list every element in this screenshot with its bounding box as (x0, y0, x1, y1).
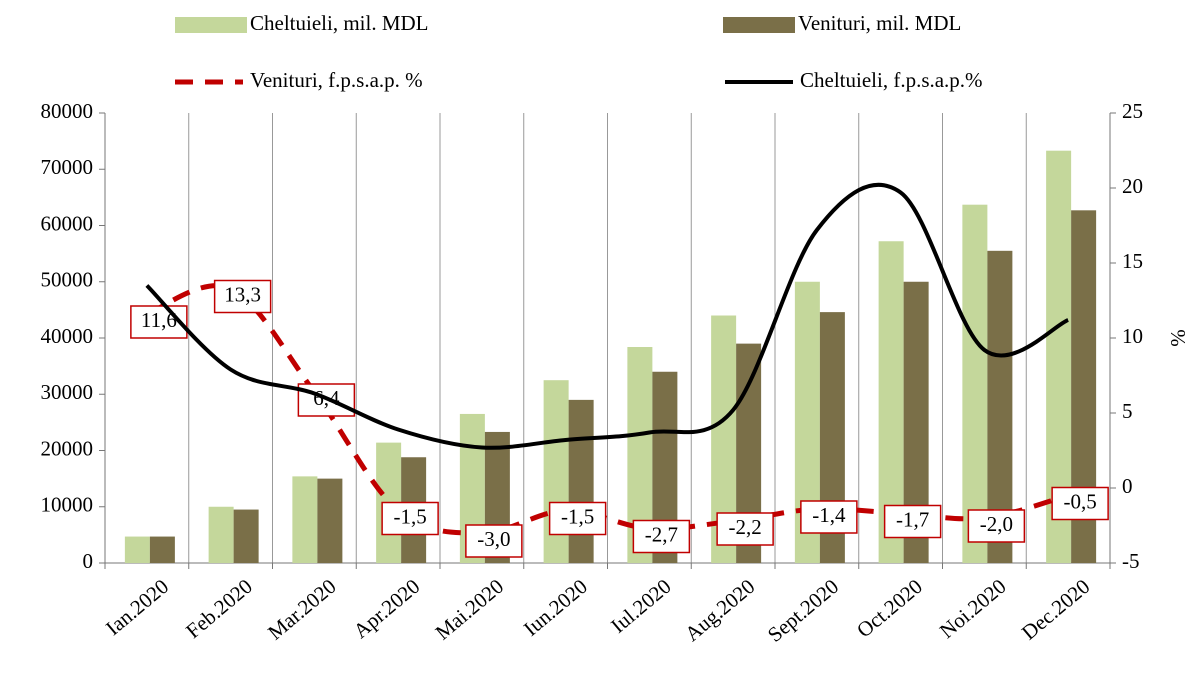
data-label: -1,5 (561, 504, 594, 528)
x-tick-label: Noi.2020 (935, 574, 1011, 643)
y2-tick-label: -5 (1122, 549, 1140, 573)
x-tick-label: Ian.2020 (101, 574, 173, 640)
data-label-box (632, 519, 691, 554)
legend-label: Venituri, mil. MDL (798, 11, 961, 35)
data-label-box (381, 501, 439, 536)
data-label: -1,5 (394, 504, 427, 528)
y-tick-label: 30000 (41, 380, 94, 404)
legend-label: Cheltuieli, f.p.s.a.p.% (800, 68, 983, 92)
data-label: -2,7 (645, 522, 678, 546)
y-tick-label: 0 (83, 549, 94, 573)
data-label: 13,3 (224, 282, 261, 306)
data-label: -3,0 (477, 527, 510, 551)
bar (208, 506, 234, 563)
legend-label: Venituri, f.p.s.a.p. % (250, 68, 423, 92)
y2-tick-label: 10 (1122, 324, 1143, 348)
y-tick-label: 40000 (41, 324, 94, 348)
y2-tick-label: 0 (1122, 474, 1133, 498)
data-label: -0,5 (1064, 489, 1097, 513)
x-tick-label: Iun.2020 (519, 574, 592, 641)
bar (568, 399, 594, 563)
data-label-box (465, 524, 523, 558)
data-label-box (716, 512, 774, 546)
data-label-box (800, 500, 858, 534)
x-tick-label: Iul.2020 (606, 574, 675, 638)
bar (292, 476, 318, 563)
y2-tick-label: 25 (1122, 99, 1143, 123)
legend-swatch (175, 17, 247, 33)
bar (317, 478, 343, 563)
y-tick-label: 10000 (41, 493, 94, 517)
x-tick-label: Mar.2020 (263, 574, 341, 645)
bar (124, 536, 150, 563)
data-label-box (1051, 486, 1109, 521)
line (145, 182, 1070, 450)
data-label-box (967, 509, 1026, 543)
x-tick-label: Dec.2020 (1017, 574, 1095, 644)
data-label-box (213, 279, 272, 314)
x-tick-label: Apr.2020 (349, 574, 425, 643)
y-tick-label: 60000 (41, 211, 94, 235)
data-label-box (297, 383, 356, 417)
x-tick-label: Aug.2020 (680, 574, 759, 646)
y-tick-label: 70000 (41, 155, 94, 179)
bar (543, 380, 569, 563)
x-tick-label: Sept.2020 (763, 574, 843, 647)
data-label-box (548, 501, 607, 536)
y2-tick-label: 5 (1122, 399, 1133, 423)
x-tick-label: Mai.2020 (431, 574, 509, 645)
data-label: -2,2 (729, 515, 762, 539)
bar (149, 536, 175, 563)
legend-label: Cheltuieli, mil. MDL (250, 11, 429, 35)
y-tick-label: 80000 (41, 99, 94, 123)
y-tick-label: 20000 (41, 436, 94, 460)
x-tick-label: Feb.2020 (181, 574, 257, 643)
legend-swatch (723, 17, 795, 33)
bar (962, 204, 988, 563)
y2-tick-label: 20 (1122, 174, 1143, 198)
data-label: -1,7 (896, 507, 929, 531)
data-label: -2,0 (980, 512, 1013, 536)
y2-tick-label: 15 (1122, 249, 1143, 273)
bar (233, 509, 259, 563)
y2-axis-label: % (1166, 329, 1190, 347)
y-tick-label: 50000 (41, 268, 94, 292)
data-label: -1,4 (812, 503, 846, 527)
data-label-box (883, 504, 942, 539)
x-tick-label: Oct.2020 (852, 574, 927, 642)
